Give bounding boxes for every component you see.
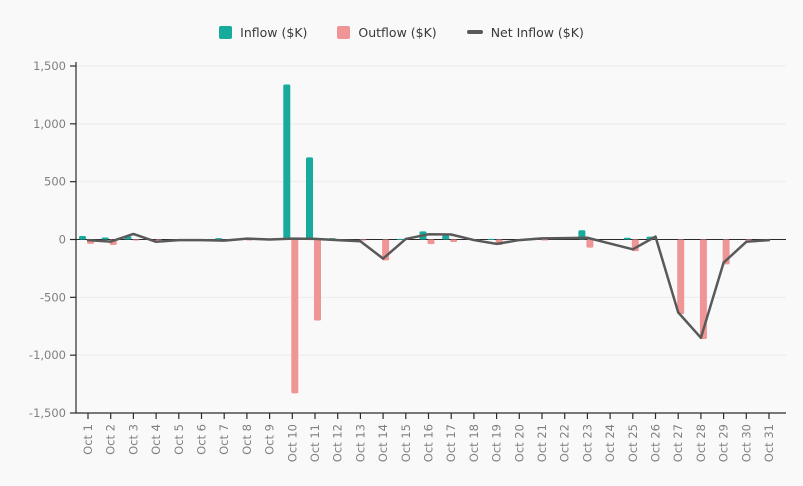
x-tick-label: Oct 31 bbox=[762, 424, 776, 462]
x-tick-label: Oct 13 bbox=[353, 424, 367, 462]
x-tick-label: Oct 10 bbox=[285, 424, 299, 462]
legend-item-net-inflow[interactable]: Net Inflow ($K) bbox=[466, 24, 584, 40]
x-tick-label: Oct 30 bbox=[739, 424, 753, 462]
x-tick-label: Oct 5 bbox=[172, 424, 186, 455]
outflow-swatch-icon bbox=[337, 25, 351, 39]
y-tick-label: 1,000 bbox=[33, 117, 66, 131]
x-tick-label: Oct 11 bbox=[308, 424, 322, 462]
inflow-bar bbox=[283, 84, 291, 240]
x-tick-label: Oct 20 bbox=[512, 424, 526, 462]
y-tick-label: -500 bbox=[40, 290, 66, 304]
x-tick-label: Oct 29 bbox=[717, 424, 731, 462]
x-tick-label: Oct 24 bbox=[603, 424, 617, 462]
outflow-bar bbox=[427, 239, 435, 245]
outflow-bar bbox=[677, 239, 685, 315]
x-tick-label: Oct 3 bbox=[126, 424, 140, 455]
y-axis: 1,500 1,000 500 0 -500 -1,000 -1,500 bbox=[29, 59, 77, 420]
y-tick-label: 500 bbox=[44, 175, 66, 189]
x-tick-label: Oct 19 bbox=[490, 424, 504, 462]
inflow-bars bbox=[79, 84, 654, 240]
x-tick-label: Oct 28 bbox=[694, 424, 708, 462]
legend-item-inflow[interactable]: Inflow ($K) bbox=[219, 25, 307, 40]
x-tick-label: Oct 6 bbox=[195, 424, 209, 455]
inflow-bar bbox=[101, 237, 109, 240]
x-tick-label: Oct 8 bbox=[240, 424, 254, 455]
x-tick-label: Oct 18 bbox=[467, 424, 481, 462]
outflow-bar bbox=[291, 239, 299, 394]
net-inflow-swatch-icon bbox=[466, 29, 483, 35]
x-tick-label: Oct 4 bbox=[149, 424, 163, 455]
x-tick-label: Oct 27 bbox=[671, 424, 685, 462]
y-tick-label: -1,000 bbox=[29, 348, 66, 362]
legend-label-outflow: Outflow ($K) bbox=[358, 24, 437, 40]
y-tick-label: 1,500 bbox=[33, 59, 66, 73]
inflow-bar bbox=[396, 238, 404, 240]
outflow-bar bbox=[541, 239, 548, 241]
x-tick-label: Oct 23 bbox=[580, 424, 594, 462]
x-tick-label: Oct 21 bbox=[535, 424, 549, 462]
x-tick-label: Oct 26 bbox=[649, 424, 663, 462]
inflow-bar bbox=[215, 238, 223, 240]
x-tick-label: Oct 2 bbox=[104, 424, 118, 455]
x-tick-label: Oct 14 bbox=[376, 424, 390, 462]
chart-canvas: 1,500 1,000 500 0 -500 -1,000 -1,500 Oct 1 Oct 2… bbox=[29, 59, 786, 462]
outflow-bar bbox=[132, 239, 140, 241]
x-tick-label: Oct 22 bbox=[558, 424, 572, 462]
outflow-bar bbox=[314, 239, 321, 321]
inflow-bar bbox=[623, 237, 631, 240]
x-tick-label: Oct 17 bbox=[444, 424, 458, 462]
inflow-bar bbox=[442, 235, 450, 240]
y-tick-label: -1,500 bbox=[29, 406, 66, 420]
net-inflow-line bbox=[86, 232, 771, 340]
outflow-bars bbox=[87, 239, 753, 394]
inflow-bar bbox=[79, 236, 86, 240]
outflow-bar bbox=[699, 239, 707, 339]
legend-item-outflow[interactable]: Outflow ($K) bbox=[337, 24, 437, 40]
x-tick-label: Oct 16 bbox=[422, 424, 436, 462]
x-tick-label: Oct 15 bbox=[399, 424, 413, 462]
x-tick-label: Oct 12 bbox=[331, 424, 345, 462]
chart-legend: Inflow ($K) Outflow ($K) Net Inflow ($K) bbox=[0, 0, 803, 46]
outflow-bar bbox=[450, 239, 458, 243]
legend-label-net-inflow: Net Inflow ($K) bbox=[490, 24, 584, 40]
inflow-bar bbox=[487, 238, 495, 240]
outflow-bar bbox=[586, 239, 594, 248]
legend-label-inflow: Inflow ($K) bbox=[240, 24, 308, 40]
x-tick-label: Oct 7 bbox=[217, 424, 231, 455]
x-axis: Oct 1 Oct 2 Oct 3 Oct 4 Oct 5 Oct 6 Oct 7 Oct 8… bbox=[76, 412, 786, 462]
inflow-bar bbox=[306, 157, 313, 240]
y-tick-label: 0 bbox=[59, 233, 66, 247]
x-tick-label: Oct 9 bbox=[263, 424, 277, 455]
x-tick-label: Oct 25 bbox=[626, 424, 640, 462]
x-tick-label: Oct 1 bbox=[81, 424, 95, 455]
inflow-swatch-icon bbox=[219, 25, 233, 39]
